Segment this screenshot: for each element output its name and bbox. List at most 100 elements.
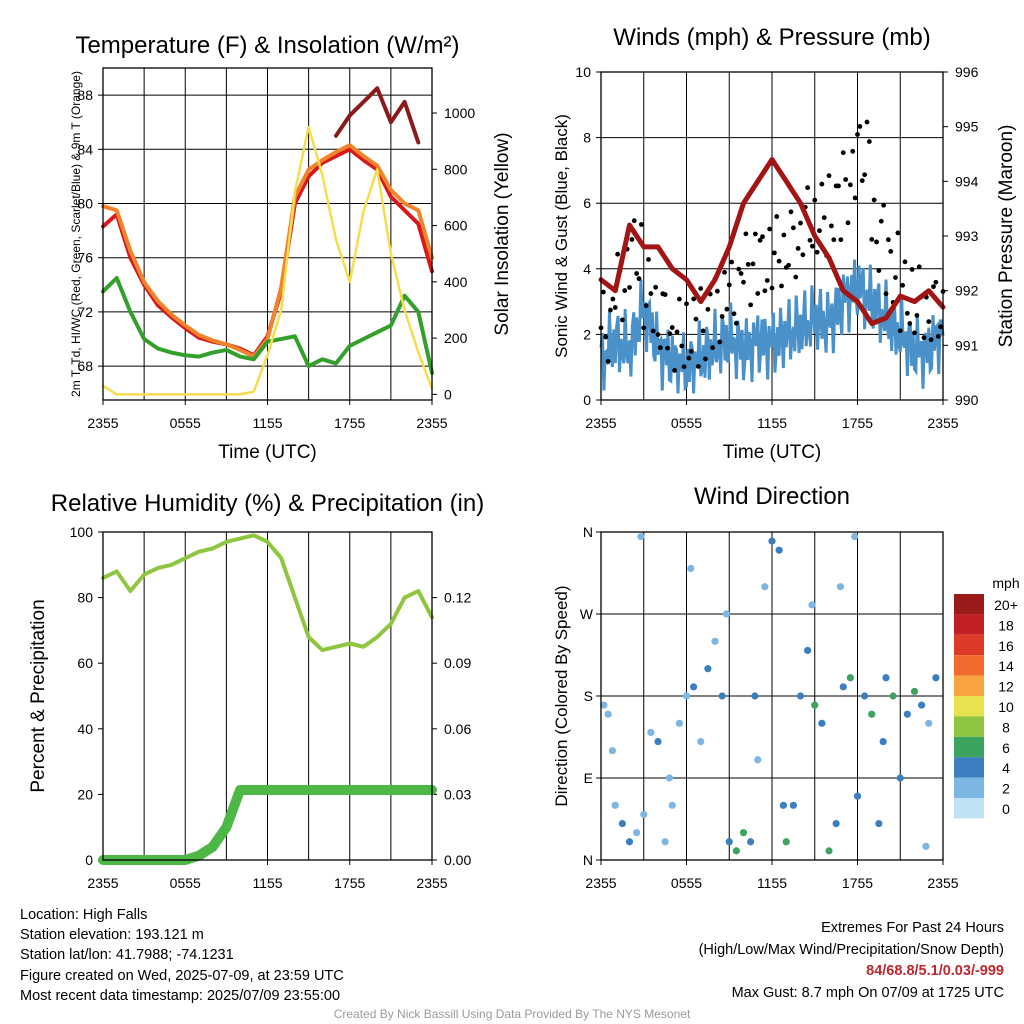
gust-point — [912, 330, 917, 336]
gust-point — [904, 310, 910, 316]
temperature-y2tick-label: 600 — [444, 218, 468, 234]
gust-point — [764, 278, 770, 283]
gust-point — [831, 237, 837, 243]
direction-xtick-label: 0555 — [671, 875, 702, 891]
legend-label: 16 — [998, 638, 1014, 654]
winds-y2tick-label: 994 — [955, 173, 979, 189]
gust-point — [714, 288, 720, 294]
legend-label: 6 — [1002, 740, 1010, 756]
direction-point — [889, 692, 897, 700]
gust-point — [790, 225, 796, 231]
legend-swatch — [954, 594, 984, 615]
gust-point — [695, 364, 701, 369]
gust-point — [836, 183, 841, 189]
direction-point — [747, 838, 755, 846]
gust-point — [641, 325, 647, 331]
direction-point — [896, 774, 904, 782]
gust-point — [855, 132, 860, 137]
humidity-y2tick-label: 0.06 — [444, 721, 471, 737]
gust-point — [681, 364, 687, 370]
direction-point — [761, 583, 769, 591]
legend-label: 14 — [998, 658, 1014, 674]
direction-xtick-label: 1155 — [757, 875, 787, 891]
recent-text: Most recent data timestamp: 2025/07/09 2… — [20, 987, 341, 1004]
winds-ytick-label: 6 — [583, 195, 591, 211]
direction-point — [754, 756, 762, 764]
winds-ylabel: Sonic Wind & Gust (Blue, Black) — [552, 114, 571, 358]
gust-point — [893, 275, 898, 280]
gust-point — [902, 259, 908, 265]
direction-point — [839, 683, 847, 691]
gust-point — [874, 239, 879, 245]
temperature-9m-t-line — [101, 143, 434, 359]
gust-point — [719, 314, 725, 319]
gust-point — [809, 243, 815, 249]
gust-point — [798, 220, 803, 226]
gust-point — [878, 218, 884, 224]
direction-point — [704, 665, 712, 673]
direction-frame — [600, 531, 944, 861]
direction-point — [846, 674, 854, 682]
direction-point — [768, 537, 776, 545]
winds-xtick-label: 1155 — [757, 415, 787, 431]
temperature-y2tick-label: 1000 — [444, 105, 475, 121]
elevation-text: Station elevation: 193.121 m — [20, 927, 204, 944]
direction-point — [633, 829, 641, 837]
winds-y2tick-label: 996 — [955, 64, 979, 80]
legend-title: mph — [992, 575, 1019, 591]
gust-point — [686, 355, 692, 361]
gust-point — [762, 288, 768, 294]
gust-point — [795, 246, 801, 251]
gust-point — [736, 266, 742, 272]
direction-point — [687, 564, 695, 573]
gust-point — [843, 177, 849, 182]
winds-y2tick-label: 995 — [955, 119, 979, 135]
legend-label: 2 — [1002, 781, 1010, 797]
temperature-y2tick-label: 800 — [444, 161, 468, 177]
direction-point — [804, 646, 812, 655]
direction-point — [922, 842, 930, 850]
direction-point — [851, 532, 859, 541]
direction-point — [818, 719, 826, 727]
gust-point — [726, 282, 732, 288]
temperature-ytick-label: 80 — [77, 196, 93, 212]
direction-point — [903, 710, 911, 718]
gust-point — [741, 279, 746, 285]
direction-point — [879, 737, 887, 746]
humidity-frame — [102, 531, 433, 861]
gust-point — [724, 306, 730, 312]
direction-point — [789, 801, 797, 809]
gust-point — [622, 288, 628, 293]
gust-point — [779, 283, 784, 289]
humidity-rh-line — [101, 533, 434, 653]
direction-point — [661, 838, 669, 846]
gust-point — [850, 148, 856, 154]
gust-point — [916, 264, 922, 270]
humidity-y2tick-label: 0.00 — [444, 852, 471, 868]
temperature-y2label: Solar Insolation (Yellow) — [492, 132, 513, 335]
direction-point — [782, 838, 790, 846]
temperature-solar-line — [101, 125, 434, 396]
gust-point — [767, 226, 773, 232]
gust-point — [703, 356, 708, 362]
gust-point — [907, 321, 913, 326]
gust-point — [662, 292, 668, 297]
winds-y2tick-label: 991 — [955, 337, 979, 353]
humidity-y2tick-label: 0.12 — [444, 590, 471, 606]
winds-ytick-label: 10 — [575, 64, 591, 80]
temperature-y2tick-label: 0 — [444, 386, 452, 402]
gust-point — [786, 262, 792, 268]
gust-point — [710, 345, 716, 351]
gust-point — [684, 301, 689, 307]
gust-point — [648, 291, 654, 296]
temperature-xlabel: Time (UTC) — [218, 442, 317, 463]
direction-point — [808, 601, 816, 609]
direction-point — [611, 801, 619, 809]
direction-point — [910, 687, 919, 696]
gust-point — [857, 124, 863, 129]
gust-point — [669, 325, 675, 330]
temperature-frame — [102, 67, 433, 401]
extremes-subtitle: (High/Low/Max Wind/Precipitation/Snow De… — [698, 941, 1004, 958]
direction-point — [640, 810, 648, 819]
gust-point — [634, 271, 640, 276]
